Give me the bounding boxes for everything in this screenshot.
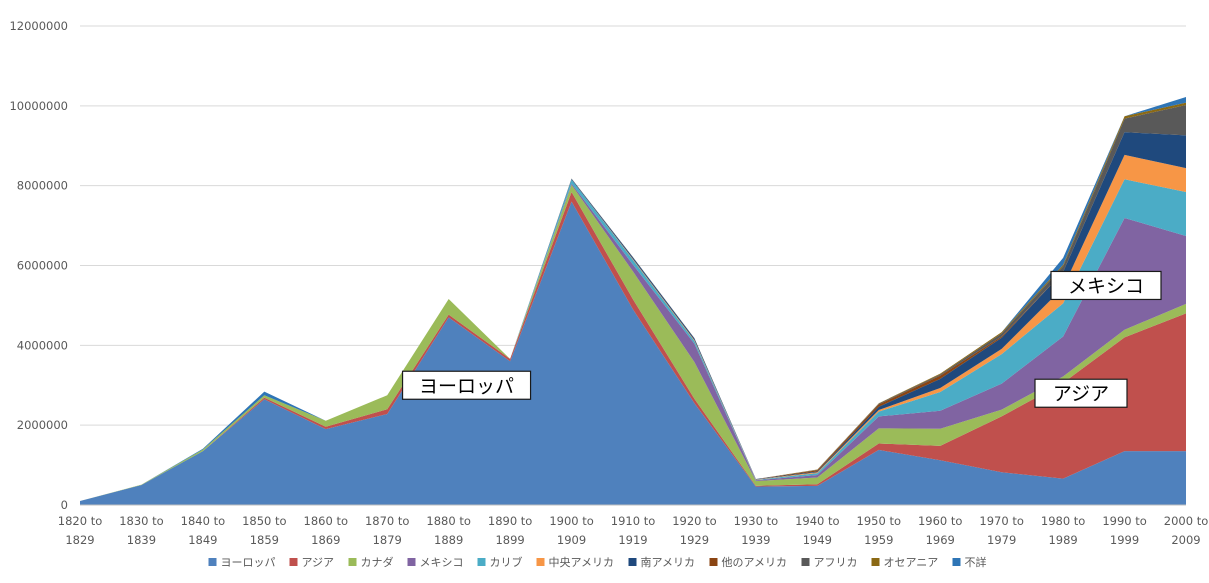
x-tick-label: 1949 xyxy=(803,533,832,547)
x-tick-label: 1829 xyxy=(65,533,94,547)
legend-item: カリブ xyxy=(477,555,523,569)
x-tick-label: 1970 to xyxy=(979,514,1023,528)
x-tick-label: 1880 to xyxy=(426,514,470,528)
series-areas xyxy=(80,97,1186,505)
annotation-box xyxy=(1034,378,1128,408)
x-tick-label: 1990 to xyxy=(1102,514,1146,528)
legend-item: 南アメリカ xyxy=(628,556,695,569)
x-tick-label: 1980 to xyxy=(1041,514,1085,528)
x-tick-label: 1960 to xyxy=(918,514,962,528)
legend-label: ヨーロッパ xyxy=(221,556,276,569)
annotation-callout: アジア xyxy=(1034,378,1128,408)
annotation-label: メキシコ xyxy=(1068,275,1144,297)
x-tick-label: 1940 to xyxy=(795,514,839,528)
legend-label: メキシコ xyxy=(420,556,464,569)
legend-swatch xyxy=(628,558,637,566)
x-tick-label: 1919 xyxy=(618,533,647,547)
y-tick-label: 6000000 xyxy=(17,259,68,273)
legend-swatch xyxy=(348,558,357,566)
x-tick-label: 1850 to xyxy=(242,514,286,528)
legend-label: 南アメリカ xyxy=(641,556,695,569)
annotation-callout: ヨーロッパ xyxy=(401,370,532,400)
x-tick-label: 1959 xyxy=(864,533,893,547)
legend-swatch xyxy=(709,558,718,566)
axes: 0 2000000 4000000 6000000 8000000 10000000 120… xyxy=(9,19,1208,547)
annotation-callout: メキシコ xyxy=(1050,270,1162,301)
legend-label: アフリカ xyxy=(814,556,858,569)
x-tick-label: 1839 xyxy=(127,533,156,547)
x-tick-label: 1820 to xyxy=(58,514,102,528)
x-tick-label: 1950 to xyxy=(857,514,901,528)
legend-swatch xyxy=(289,558,298,566)
x-tick-label: 1899 xyxy=(495,533,524,547)
legend-swatch xyxy=(871,558,880,566)
series-area-2 xyxy=(80,192,1186,502)
legend-label: カナダ xyxy=(361,555,394,569)
x-tick-label: 1979 xyxy=(987,533,1016,547)
y-tick-label: 2000000 xyxy=(17,418,68,432)
x-tick-label: 1920 to xyxy=(672,514,716,528)
annotation-label: ヨーロッパ xyxy=(419,375,514,397)
legend: ヨーロッパ アジア カナダ メキシコ カリブ 中央アメリカ 南アメリカ 他のアメリカ アフリカ オ… xyxy=(208,555,987,569)
legend-item: アフリカ xyxy=(801,556,858,569)
x-tick-label: 1989 xyxy=(1048,533,1077,547)
legend-item: アジア xyxy=(289,556,335,569)
x-tick-label: 1859 xyxy=(250,533,279,547)
legend-swatch xyxy=(801,558,810,566)
annotation-label: アジア xyxy=(1053,383,1109,405)
legend-label: アジア xyxy=(302,556,335,569)
x-tick-label: 1870 to xyxy=(365,514,409,528)
x-tick-label: 1939 xyxy=(741,533,770,547)
x-tick-label: 1879 xyxy=(373,533,402,547)
series-area-1 xyxy=(80,201,1186,505)
series-area-4 xyxy=(80,183,1186,502)
legend-swatch xyxy=(952,558,961,566)
x-tick-label: 1900 to xyxy=(549,514,593,528)
legend-item: 他のアメリカ xyxy=(709,556,787,569)
legend-label: 不詳 xyxy=(965,555,987,569)
y-tick-label: 4000000 xyxy=(17,338,68,352)
legend-swatch xyxy=(477,558,486,566)
y-tick-label: 12000000 xyxy=(9,19,68,33)
legend-label: 中央アメリカ xyxy=(549,556,614,569)
x-tick-label: 1999 xyxy=(1110,533,1139,547)
x-tick-label: 1840 to xyxy=(181,514,225,528)
x-tick-label: 2009 xyxy=(1171,533,1200,547)
x-tick-label: 1890 to xyxy=(488,514,532,528)
legend-swatch xyxy=(536,558,545,566)
y-tick-label: 10000000 xyxy=(9,99,68,113)
legend-item: カナダ xyxy=(348,555,394,569)
y-tick-label: 8000000 xyxy=(17,179,68,193)
x-tick-label: 1849 xyxy=(188,533,217,547)
x-tick-label: 1930 to xyxy=(734,514,778,528)
x-tick-label: 1910 to xyxy=(611,514,655,528)
legend-label: オセアニア xyxy=(884,556,939,569)
x-tick-label: 2000 to xyxy=(1164,514,1208,528)
x-tick-label: 1969 xyxy=(926,533,955,547)
x-tick-label: 1830 to xyxy=(119,514,163,528)
annotation-box xyxy=(1050,270,1162,301)
x-tick-label: 1929 xyxy=(680,533,709,547)
legend-label: カリブ xyxy=(490,555,523,569)
legend-item: 中央アメリカ xyxy=(536,556,614,569)
annotation-box xyxy=(401,370,532,400)
legend-swatch xyxy=(208,558,217,566)
legend-item: オセアニア xyxy=(871,556,939,569)
legend-label: 他のアメリカ xyxy=(722,556,787,569)
legend-swatch xyxy=(407,558,416,566)
legend-item: メキシコ xyxy=(407,556,464,569)
x-tick-label: 1860 to xyxy=(304,514,348,528)
y-tick-label: 0 xyxy=(61,498,68,512)
x-tick-label: 1889 xyxy=(434,533,463,547)
legend-item: 不詳 xyxy=(952,555,987,569)
x-tick-label: 1869 xyxy=(311,533,340,547)
legend-item: ヨーロッパ xyxy=(208,556,276,569)
x-tick-label: 1909 xyxy=(557,533,586,547)
